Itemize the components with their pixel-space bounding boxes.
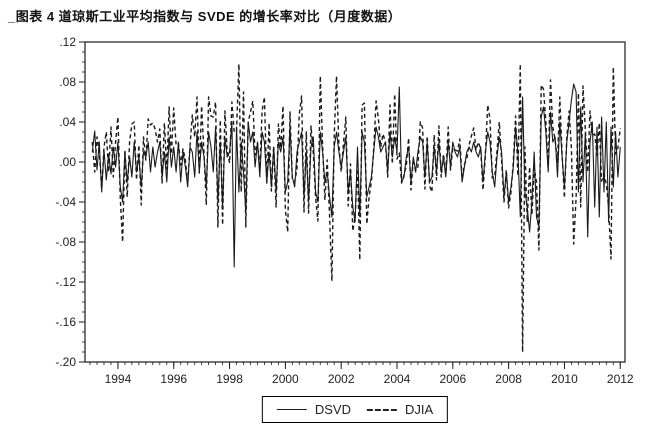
y-tick-label: -.04 — [55, 195, 76, 209]
y-tick-label: -.20 — [55, 355, 76, 369]
x-tick-label: 1994 — [105, 372, 132, 386]
x-tick-label: 2010 — [551, 372, 578, 386]
dsvd-line — [91, 83, 621, 268]
x-tick-label: 2002 — [328, 372, 355, 386]
x-tick-label: 2006 — [439, 372, 466, 386]
y-tick-label: .00 — [59, 155, 76, 169]
legend-label-djia: DJIA — [404, 402, 434, 417]
figure-title: _图表 4 道琼斯工业平均指数与 SVDE 的增长率对比（月度数据） — [8, 9, 402, 24]
x-tick-label: 1996 — [160, 372, 187, 386]
legend-item-djia: DJIA — [366, 402, 434, 417]
y-tick-label: .12 — [59, 35, 76, 49]
djia-line — [91, 63, 621, 353]
y-tick-label: -.16 — [55, 315, 76, 329]
y-tick-label: -.12 — [55, 275, 76, 289]
x-tick-label: 2012 — [607, 372, 634, 386]
solid-line-sample-icon — [276, 409, 307, 410]
x-tick-label: 2000 — [272, 372, 299, 386]
chart-legend: DSVD DJIA — [261, 396, 449, 423]
legend-label-dsvd: DSVD — [314, 402, 351, 417]
x-tick-label: 1998 — [216, 372, 243, 386]
y-axis: .12 .08 .04 .00 -.04 -.08 -.12 -.16 -.20 — [55, 35, 85, 369]
x-tick-label: 2004 — [384, 372, 411, 386]
dashed-line-sample-icon — [366, 408, 397, 411]
y-tick-label: .04 — [59, 115, 76, 129]
x-axis: 1994 1996 1998 2000 2002 2004 2006 2008 2010 2012 — [89, 362, 634, 386]
legend-item-dsvd: DSVD — [276, 402, 351, 417]
y-tick-label: -.08 — [55, 235, 76, 249]
y-tick-label: .08 — [59, 75, 76, 89]
x-tick-label: 2008 — [495, 372, 522, 386]
